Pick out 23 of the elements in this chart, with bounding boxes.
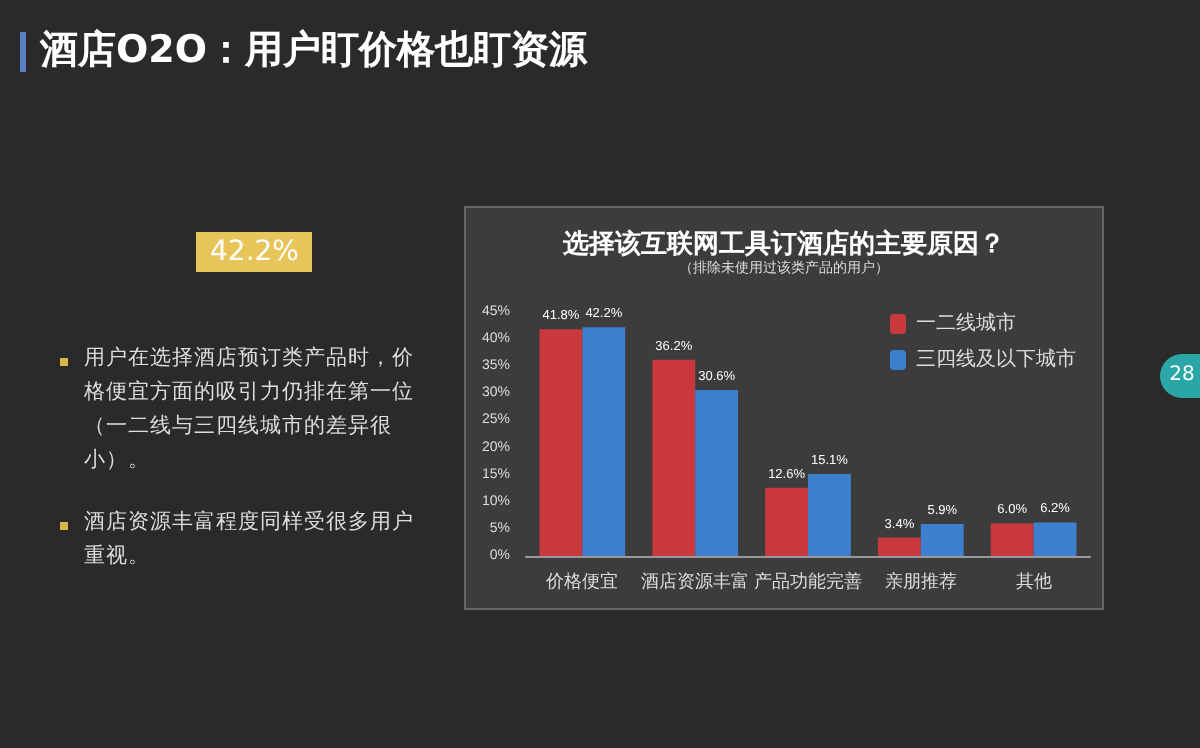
bar — [765, 487, 808, 556]
x-tick-label: 酒店资源丰富 — [641, 571, 750, 591]
text: 42.2% — [196, 232, 313, 272]
chart-title: 选择该互联网工具订酒店的主要原因？ — [561, 228, 1005, 258]
bar — [539, 329, 583, 556]
legend-label: 三四线及以下城市 — [916, 347, 1076, 371]
bar — [920, 524, 964, 556]
bar — [582, 327, 626, 556]
bar — [990, 523, 1034, 556]
text: 用户在选择酒店预订类产品时，价格便宜方面的吸引力仍排在第一位（一二线与三四线城市的差异很小）。 — [84, 344, 416, 476]
text: 28 — [1160, 354, 1200, 398]
bar — [877, 537, 921, 556]
legend-label: 一二线城市 — [916, 311, 1016, 335]
bar — [652, 359, 696, 556]
text: 酒店资源丰富程度同样受很多用户重视。 — [84, 508, 416, 572]
x-tick-label: 其他 — [1015, 571, 1052, 591]
bar — [695, 390, 739, 556]
text: 酒店O2O：用户盯价格也盯资源 — [40, 26, 588, 76]
x-tick-label: 价格便宜 — [544, 571, 619, 591]
x-tick-label: 产品功能完善 — [754, 571, 862, 591]
bar — [808, 474, 851, 556]
bar — [1033, 522, 1077, 556]
x-tick-label: 亲朋推荐 — [884, 571, 957, 591]
